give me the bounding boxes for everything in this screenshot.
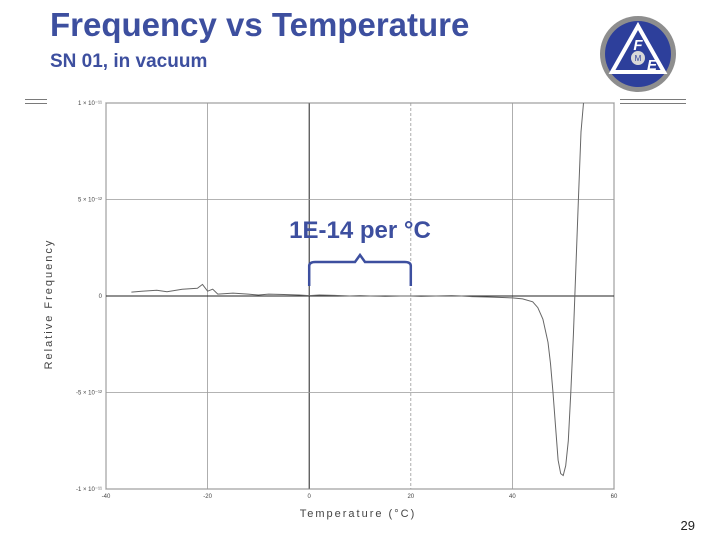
x-tick-label: 0	[308, 494, 312, 500]
slide-title: Frequency vs Temperature	[50, 6, 470, 43]
logo-letter-top: F	[633, 37, 643, 54]
grid-horizontal	[106, 102, 614, 490]
x-tick-label: -20	[203, 494, 212, 500]
title-rule-left-1	[25, 99, 47, 100]
title-rule-right-1	[620, 99, 686, 100]
y-tick-label: 5 × 10⁻¹²	[78, 198, 102, 204]
x-tick-label: 40	[509, 494, 516, 500]
x-tick-label: -40	[102, 494, 111, 500]
y-tick-labels: -1 × 10⁻¹¹ -5 × 10⁻¹² 0 5 × 10⁻¹² 1 × 10⁻¹¹	[76, 101, 103, 493]
logo-center-dot	[631, 51, 645, 65]
logo-triangle	[608, 21, 668, 74]
slide-number: 29	[680, 518, 695, 533]
logo-letter-bottom: E	[647, 57, 658, 74]
y-tick-label: 0	[99, 294, 103, 300]
x-tick-label: 60	[611, 494, 618, 500]
y-tick-label: -1 × 10⁻¹¹	[76, 487, 102, 493]
title-rule-right-2	[620, 103, 686, 104]
y-axis-label: Relative Frequency	[43, 239, 55, 370]
logo-letter-center: M	[635, 54, 642, 63]
y-tick-label: -5 × 10⁻¹²	[76, 391, 102, 397]
annotation-bracket	[307, 252, 413, 286]
title-rule-left-2	[25, 103, 47, 104]
series-line	[131, 102, 584, 477]
fee-logo: F E M	[600, 16, 676, 92]
annotation-label: 1E-14 per °C	[289, 217, 431, 244]
x-tick-labels: -40 -20 0 20 40 60	[102, 494, 618, 500]
slide-subtitle: SN 01, in vacuum	[50, 51, 208, 72]
x-axis-label: Temperature (°C)	[300, 508, 416, 520]
x-tick-label: 20	[407, 494, 414, 500]
y-tick-label: 1 × 10⁻¹¹	[78, 101, 102, 107]
